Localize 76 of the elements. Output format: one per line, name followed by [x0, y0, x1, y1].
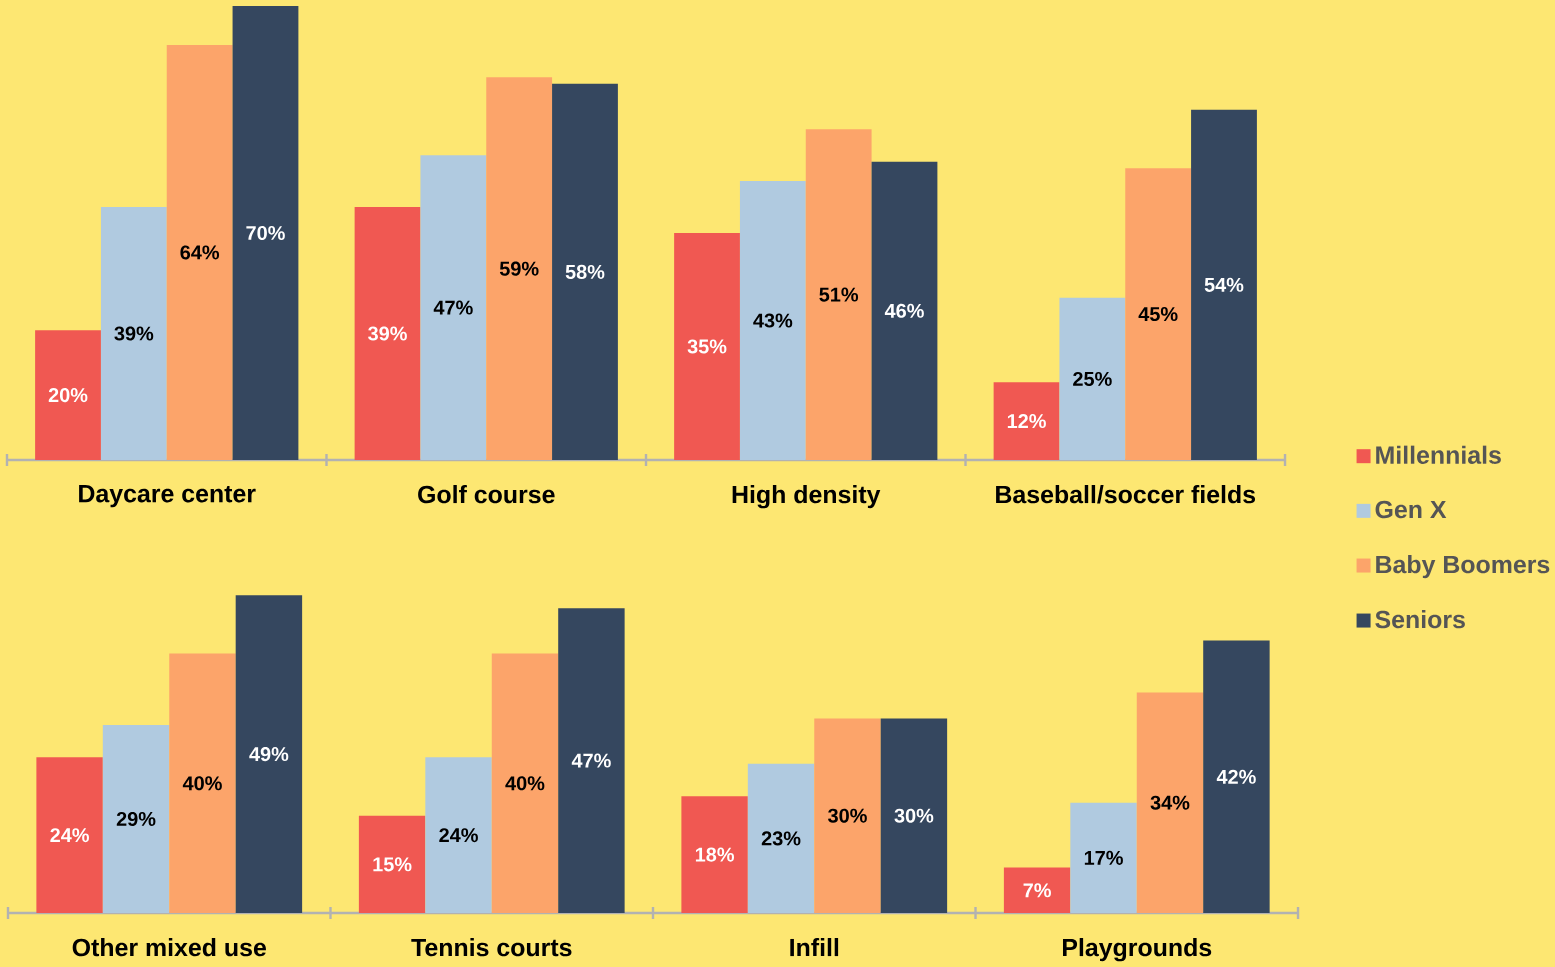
data-label: 70%: [246, 225, 285, 241]
data-label: 39%: [114, 326, 154, 341]
bar: [552, 83, 618, 460]
data-label: 18%: [695, 847, 735, 862]
x-tick-label: Infill: [790, 938, 839, 957]
bar: [880, 718, 948, 913]
data-label: 51%: [819, 287, 859, 302]
bar: [1059, 297, 1126, 460]
bar: [1125, 168, 1192, 460]
x-tick-label: High density: [732, 485, 881, 509]
data-label: 40%: [182, 776, 222, 791]
data-label: 46%: [884, 303, 924, 318]
bar: [681, 796, 748, 913]
bar: [235, 595, 303, 913]
x-tick-label: Baseball/soccer fields: [996, 485, 1256, 504]
bar: [1070, 802, 1137, 913]
bar: [486, 77, 553, 460]
x-tick-label: Tennis courts: [411, 938, 572, 957]
data-label: 58%: [565, 264, 605, 279]
data-label: 47%: [433, 300, 473, 315]
data-label: 34%: [1150, 795, 1190, 810]
legend-label: Baby Boomers: [1376, 555, 1550, 579]
data-label: 12%: [1007, 414, 1046, 429]
data-label: 43%: [753, 313, 793, 328]
data-label: 15%: [373, 857, 412, 872]
data-label: 49%: [249, 747, 289, 762]
bar: [1003, 867, 1071, 913]
data-label: 39%: [368, 326, 407, 341]
bar: [420, 155, 487, 460]
data-label: 29%: [116, 811, 156, 826]
data-label: 25%: [1073, 371, 1112, 386]
x-tick-label: Playgrounds: [1062, 938, 1212, 962]
bar: [232, 5, 299, 460]
data-label: 54%: [1204, 277, 1244, 292]
legend-label: Gen X: [1375, 500, 1447, 519]
data-label: 23%: [761, 831, 801, 846]
data-label: 40%: [505, 776, 545, 791]
bar: [558, 608, 625, 913]
bar: [814, 718, 881, 913]
bar: [102, 724, 170, 913]
bar: [100, 207, 167, 460]
data-label: 64%: [180, 245, 220, 260]
x-tick-label: Other mixed use: [72, 938, 266, 957]
data-label: 7%: [1023, 883, 1051, 898]
data-label: 24%: [50, 828, 89, 843]
bar: [1203, 640, 1270, 913]
legend-label: Millennials: [1376, 445, 1501, 464]
bar: [674, 232, 740, 460]
bar: [739, 181, 806, 460]
data-label: 42%: [1216, 769, 1256, 784]
bar: [993, 382, 1060, 460]
bar: [425, 757, 492, 913]
data-label: 20%: [48, 388, 88, 403]
legend-label: Seniors: [1375, 610, 1465, 629]
data-label: 30%: [894, 808, 934, 823]
data-label: 30%: [828, 808, 867, 823]
data-label: 17%: [1084, 850, 1123, 865]
bar: [871, 161, 938, 460]
bar: [35, 330, 101, 460]
data-label: 59%: [499, 261, 539, 276]
bar: [354, 207, 421, 460]
data-label: 47%: [571, 753, 611, 768]
bar: [1136, 692, 1204, 913]
data-label: 24%: [439, 828, 478, 843]
bar: [36, 757, 103, 913]
data-label: 45%: [1138, 307, 1178, 322]
bar: [169, 653, 236, 913]
x-tick-label: Daycare center: [79, 485, 256, 508]
x-tick-label: Golf course: [418, 485, 555, 504]
bar: [805, 129, 872, 460]
bar: [747, 763, 815, 913]
bar: [166, 44, 233, 460]
bar: [358, 815, 426, 913]
bar: [491, 653, 559, 913]
data-label: 35%: [687, 339, 727, 354]
bar: [1191, 109, 1257, 460]
